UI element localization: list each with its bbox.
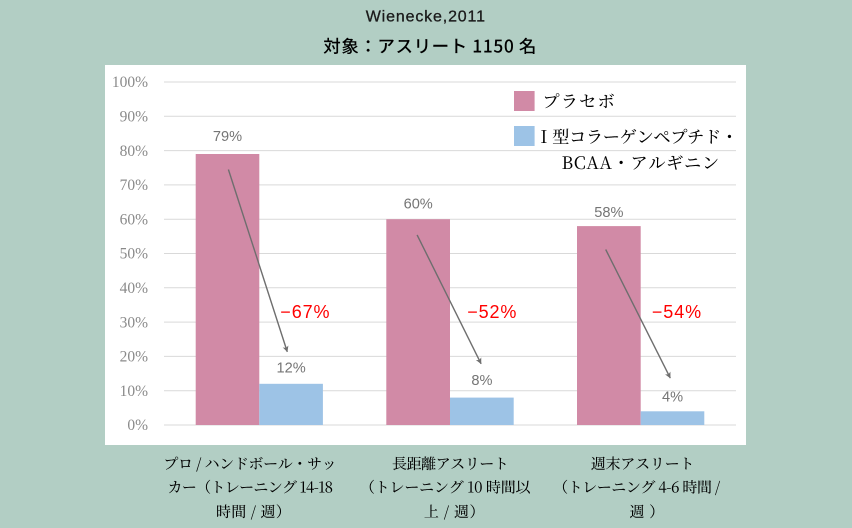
svg-text:12%: 12% [276,360,305,376]
svg-text:100%: 100% [112,74,148,91]
svg-text:−67%: −67% [280,302,330,322]
svg-text:30%: 30% [120,314,149,331]
svg-text:20%: 20% [120,349,149,366]
svg-text:Wienecke,2011: Wienecke,2011 [366,9,486,26]
svg-text:−54%: −54% [652,302,702,322]
svg-text:80%: 80% [120,143,149,160]
svg-text:70%: 70% [120,177,149,194]
svg-text:8%: 8% [471,373,492,389]
svg-text:90%: 90% [120,109,149,126]
svg-text:4%: 4% [662,390,683,406]
svg-text:50%: 50% [120,246,149,263]
svg-text:60%: 60% [404,197,433,213]
svg-text:0%: 0% [127,417,148,434]
svg-text:10%: 10% [120,383,149,400]
svg-text:58%: 58% [594,205,623,221]
svg-text:79%: 79% [213,129,242,145]
svg-text:−52%: −52% [467,302,517,322]
svg-text:40%: 40% [120,280,149,297]
svg-text:60%: 60% [120,211,149,228]
